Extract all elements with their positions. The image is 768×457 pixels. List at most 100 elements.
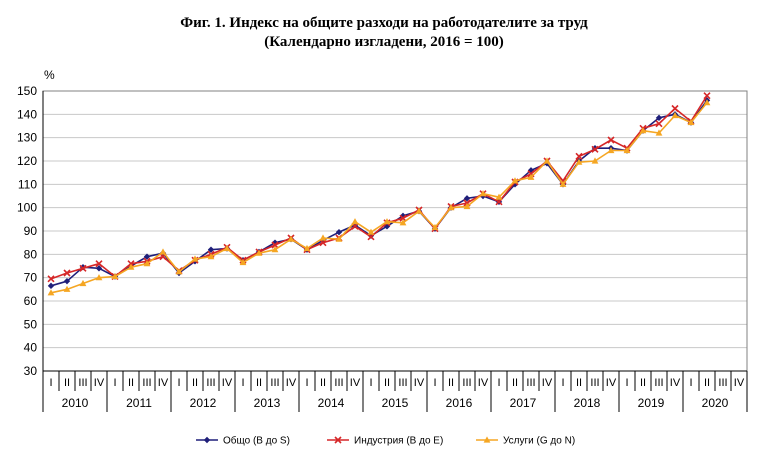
data-point: [447, 204, 455, 211]
data-point: [367, 228, 375, 235]
data-point: [203, 436, 211, 444]
x-quarter-label: III: [718, 377, 727, 389]
data-point: [655, 114, 663, 122]
data-point: [671, 111, 679, 119]
data-point: [543, 157, 551, 164]
x-quarter-label: II: [128, 377, 134, 389]
x-year-label: 2011: [126, 396, 152, 410]
y-tick-label: 150: [17, 84, 37, 98]
data-point: [575, 152, 583, 160]
x-year-label: 2012: [190, 396, 217, 410]
y-tick-label: 60: [24, 294, 38, 308]
data-point: [95, 274, 103, 281]
x-quarter-label: II: [192, 377, 198, 389]
y-tick-label: 40: [24, 341, 38, 355]
data-point: [159, 248, 167, 255]
data-point: [191, 255, 199, 262]
data-point: [207, 253, 215, 260]
data-point: [591, 157, 599, 164]
data-point: [623, 146, 631, 154]
data-point: [79, 279, 87, 287]
data-point: [335, 228, 343, 236]
data-point: [271, 246, 279, 253]
x-quarter-label: I: [433, 377, 436, 389]
data-point: [639, 127, 647, 134]
x-quarter-label: II: [512, 377, 518, 389]
data-point: [655, 129, 663, 136]
data-point: [239, 258, 247, 266]
x-year-label: 2018: [574, 396, 601, 410]
data-point: [47, 289, 55, 296]
x-quarter-label: IV: [734, 377, 745, 389]
x-quarter-label: III: [206, 377, 215, 389]
x-quarter-label: I: [497, 377, 500, 389]
x-quarter-label: I: [689, 377, 692, 389]
x-quarter-label: III: [334, 377, 343, 389]
data-point: [483, 436, 491, 443]
data-point: [495, 193, 503, 200]
x-quarter-label: II: [320, 377, 326, 389]
x-quarter-label: III: [270, 377, 279, 389]
x-year-label: 2014: [318, 396, 345, 410]
x-quarter-label: II: [704, 377, 710, 389]
data-point: [575, 158, 583, 165]
data-point: [79, 264, 87, 272]
data-point: [143, 253, 151, 260]
x-year-label: 2020: [702, 396, 729, 410]
legend-label: Услуги (G до N): [503, 436, 575, 447]
data-point: [63, 277, 71, 285]
data-point: [671, 104, 679, 113]
y-tick-label: 80: [24, 247, 38, 261]
x-quarter-label: III: [462, 377, 471, 389]
y-tick-label: 100: [17, 201, 37, 215]
x-year-label: 2013: [254, 396, 281, 410]
data-point: [319, 239, 327, 247]
series-2: [47, 92, 711, 283]
x-quarter-label: IV: [158, 377, 169, 389]
data-point: [479, 190, 487, 197]
data-point: [47, 282, 55, 290]
data-point: [255, 249, 263, 256]
x-year-label: 2015: [382, 396, 409, 410]
x-quarter-label: I: [49, 377, 52, 389]
x-quarter-label: I: [369, 377, 372, 389]
data-point: [319, 234, 327, 241]
data-point: [703, 99, 711, 106]
data-point: [655, 120, 663, 128]
x-year-label: 2016: [446, 396, 473, 410]
data-point: [63, 269, 71, 277]
x-quarter-label: IV: [542, 377, 553, 389]
data-point: [351, 218, 359, 225]
series-line: [50, 95, 708, 280]
x-quarter-label: III: [142, 377, 151, 389]
series-3: [47, 99, 711, 296]
data-point: [511, 177, 519, 184]
x-quarter-label: IV: [222, 377, 233, 389]
data-point: [703, 92, 711, 100]
legend-item: Общо (B до S): [196, 435, 290, 447]
data-point: [175, 268, 183, 275]
data-point: [495, 198, 503, 206]
x-quarter-label: III: [654, 377, 663, 389]
data-point: [591, 145, 599, 153]
legend-label: Общо (B до S): [223, 435, 290, 447]
x-quarter-label: IV: [350, 377, 361, 389]
x-quarter-label: IV: [414, 377, 425, 389]
x-quarter-label: IV: [670, 377, 681, 389]
x-quarter-label: II: [640, 377, 646, 389]
data-point: [415, 207, 423, 214]
data-point: [223, 244, 231, 252]
y-tick-label: 90: [24, 224, 38, 238]
x-quarter-label: IV: [286, 377, 297, 389]
y-tick-label: 30: [24, 364, 38, 378]
x-year-label: 2010: [62, 396, 89, 410]
chart-title: Фиг. 1. Индекс на общите разходи на рабо…: [180, 15, 588, 31]
data-point: [383, 218, 391, 225]
x-quarter-label: IV: [94, 377, 105, 389]
data-point: [287, 235, 295, 242]
data-point: [334, 436, 342, 444]
x-quarter-label: II: [256, 377, 262, 389]
data-point: [607, 146, 615, 154]
x-quarter-label: I: [177, 377, 180, 389]
